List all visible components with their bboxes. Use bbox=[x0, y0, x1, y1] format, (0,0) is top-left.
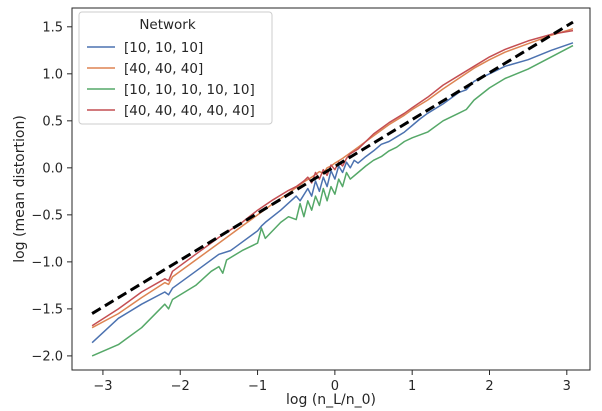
x-tick-label: −3 bbox=[93, 379, 112, 394]
reference-line bbox=[91, 20, 574, 315]
legend-label-2: [40, 40, 40] bbox=[124, 61, 203, 77]
y-tick-label: 1.0 bbox=[42, 67, 63, 82]
x-tick-label: 3 bbox=[563, 379, 571, 394]
series-line-3 bbox=[91, 44, 574, 357]
legend-label-4: [40, 40, 40, 40, 40] bbox=[124, 103, 255, 119]
legend: Network [10, 10, 10] [40, 40, 40] [10, 10, … bbox=[78, 11, 273, 125]
legend-box bbox=[78, 11, 273, 125]
y-axis-label: log (mean distortion) bbox=[12, 115, 28, 263]
y-tick-label: 0.0 bbox=[42, 161, 63, 176]
y-tick-label: 1.5 bbox=[42, 20, 63, 35]
x-tick-label: −2 bbox=[171, 379, 190, 394]
y-tick-label: −0.5 bbox=[31, 208, 63, 223]
x-tick-label: −1 bbox=[248, 379, 267, 394]
x-axis-label: log (n_L/n_0) bbox=[286, 392, 376, 408]
series-line-1 bbox=[91, 42, 574, 344]
legend-label-3: [10, 10, 10, 10, 10] bbox=[124, 82, 255, 98]
plot-frame bbox=[71, 7, 591, 371]
legend-title: Network bbox=[139, 17, 196, 33]
y-tick-label: 0.5 bbox=[42, 114, 63, 129]
y-tick-label: −1.0 bbox=[31, 255, 63, 270]
legend-label-1: [10, 10, 10] bbox=[124, 40, 203, 56]
ticks: −3 −2 −1 0 1 2 3 −2.0 −1.5 −1.0 −0.5 0.0 0.5 1.0 1.5 bbox=[31, 20, 571, 394]
x-tick-label: 2 bbox=[485, 379, 493, 394]
plot-marks bbox=[91, 20, 574, 357]
y-tick-label: −2.0 bbox=[31, 349, 63, 364]
x-tick-label: 1 bbox=[408, 379, 416, 394]
y-tick-label: −1.5 bbox=[31, 302, 63, 317]
x-tick-label: 0 bbox=[331, 379, 339, 394]
